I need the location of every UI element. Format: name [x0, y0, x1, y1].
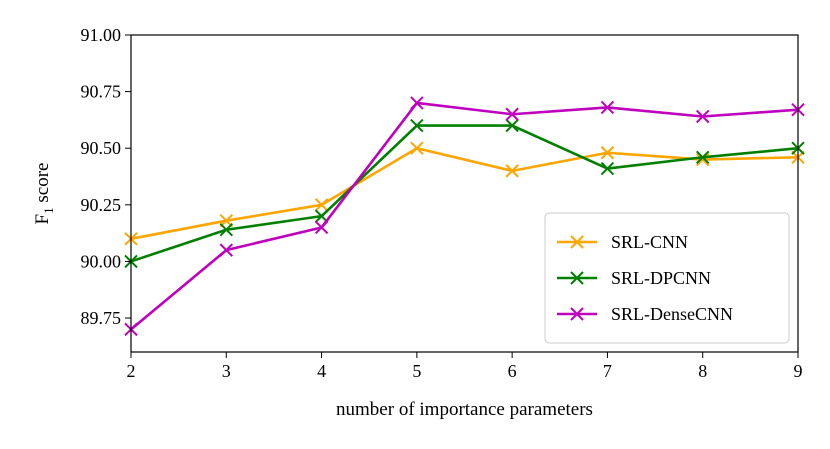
data-point-srl-densecnn: [505, 107, 519, 121]
marker-stroke: [219, 223, 233, 237]
legend-label-srl-cnn: SRL-CNN: [611, 232, 688, 252]
data-point-srl-dpcnn: [505, 118, 519, 133]
marker-stroke: [600, 161, 615, 176]
marker-stroke: [314, 198, 329, 212]
data-point-srl-dpcnn: [696, 150, 710, 164]
data-point-srl-cnn: [410, 141, 424, 155]
legend-marker-srl-cnn: [570, 235, 584, 249]
marker-stroke: [410, 141, 424, 155]
marker-stroke: [314, 209, 329, 223]
data-point-srl-dpcnn: [219, 223, 233, 237]
marker-stroke: [696, 152, 710, 167]
y-tick-label: 90.50: [81, 138, 122, 158]
data-point-srl-densecnn: [600, 100, 615, 115]
legend-box: [544, 212, 790, 344]
data-point-srl-dpcnn: [600, 161, 615, 176]
y-axis: 89.75 90.00 90.25 90.50 90.75 91.00: [81, 25, 131, 328]
data-point-srl-densecnn: [410, 96, 424, 110]
series-line-srl-densecnn: [130, 101, 799, 331]
x-tick-label: 9: [794, 361, 803, 381]
marker-stroke: [219, 243, 233, 257]
marker-stroke: [600, 100, 615, 115]
legend-marker-srl-densecnn: [570, 307, 584, 321]
plot-area-frame: [130, 34, 799, 353]
y-axis-label: F1 score: [32, 163, 56, 225]
x-tick-label: 8: [698, 361, 707, 381]
x-tick-label: 3: [222, 361, 231, 381]
y-tick-label: 91.00: [81, 25, 122, 45]
data-point-srl-densecnn: [696, 109, 710, 124]
marker-stroke: [314, 220, 329, 235]
marker-stroke: [696, 150, 710, 164]
data-point-srl-dpcnn: [410, 118, 424, 133]
marker-stroke: [570, 307, 584, 321]
legend-label-srl-dpcnn: SRL-DPCNN: [611, 268, 711, 288]
marker-stroke: [410, 118, 424, 133]
y-tick-label: 90.25: [81, 195, 122, 215]
plot-series: [124, 96, 805, 337]
x-tick-label: 6: [508, 361, 517, 381]
data-point-srl-cnn: [314, 198, 329, 212]
marker-stroke: [505, 164, 519, 178]
legend: SRL-CNN SRL-DPCNN SRL-DenseCNN: [544, 212, 790, 344]
y-axis-label-subscript: 1: [41, 207, 56, 214]
y-axis-label-rest: score: [32, 163, 53, 208]
marker-stroke: [570, 271, 584, 285]
legend-marker-srl-dpcnn: [570, 271, 584, 285]
x-axis: 2 3 4 5 6 7 8 9: [127, 352, 803, 381]
legend-label-srl-densecnn: SRL-DenseCNN: [611, 304, 733, 324]
x-tick-label: 2: [127, 361, 136, 381]
x-tick-label: 5: [412, 361, 421, 381]
data-point-srl-cnn: [696, 152, 710, 167]
data-point-srl-densecnn: [314, 220, 329, 235]
x-tick-label: 4: [317, 361, 326, 381]
marker-stroke: [696, 109, 710, 124]
series-line-srl-dpcnn: [130, 124, 799, 263]
data-point-srl-cnn: [505, 164, 519, 178]
marker-stroke: [505, 118, 519, 133]
x-tick-label: 7: [603, 361, 612, 381]
y-tick-label: 89.75: [81, 308, 122, 328]
marker-stroke: [600, 146, 615, 160]
marker-stroke: [505, 107, 519, 121]
data-point-srl-cnn: [600, 146, 615, 160]
y-tick-label: 90.75: [81, 82, 122, 102]
y-tick-label: 90.00: [81, 251, 122, 271]
marker-stroke: [570, 235, 584, 249]
y-axis-label-main: F: [32, 214, 53, 225]
x-axis-label: number of importance parameters: [336, 399, 593, 420]
marker-stroke: [410, 96, 424, 110]
data-point-srl-densecnn: [219, 243, 233, 257]
